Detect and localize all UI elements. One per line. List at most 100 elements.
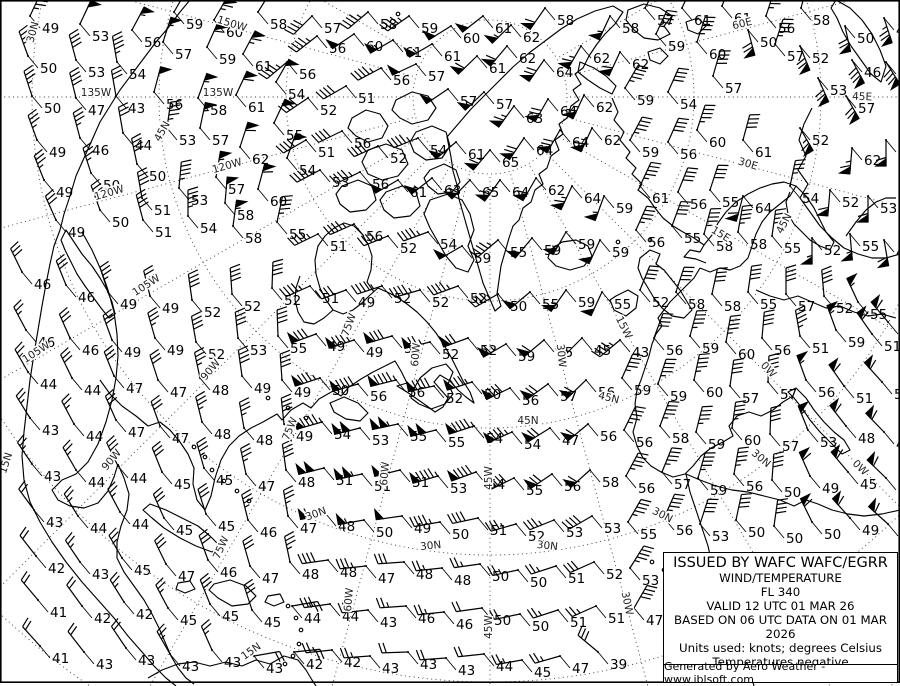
- barb-full: [785, 268, 797, 273]
- barb-full: [768, 352, 780, 357]
- temp-label: 50: [894, 387, 900, 403]
- station-wind-barb: 62: [239, 121, 269, 168]
- temp-leader: [113, 375, 125, 389]
- barb-half: [632, 513, 638, 517]
- temp-label: 47: [262, 571, 279, 587]
- barb-half: [241, 412, 247, 416]
- temp-leader: [817, 77, 829, 91]
- barb-full: [344, 647, 349, 658]
- barb-pennant: [331, 422, 343, 436]
- temp-label: 53: [604, 521, 621, 537]
- temp-leader: [450, 25, 462, 39]
- barb-full: [152, 357, 162, 364]
- temp-label: 49: [358, 295, 375, 311]
- temp-leader: [257, 188, 269, 202]
- temp-label: 52: [284, 293, 301, 309]
- station-wind-barb: 58: [703, 207, 733, 255]
- barb-full: [450, 422, 458, 432]
- barb-full: [816, 93, 826, 102]
- station-wind-barb: 60: [693, 353, 723, 401]
- barb-half: [151, 322, 157, 326]
- temp-leader: [625, 475, 637, 489]
- station-wind-barb: 52: [562, 560, 623, 583]
- barb-full: [196, 436, 206, 444]
- barb-full: [358, 143, 367, 152]
- barb-pennant: [291, 374, 304, 387]
- temp-leader: [887, 523, 899, 537]
- temp-leader: [377, 145, 389, 159]
- barb-half: [370, 284, 375, 290]
- barb-full: [279, 207, 291, 210]
- temp-label: 43: [92, 567, 109, 583]
- barb-pennant: [542, 247, 558, 256]
- temp-leader: [329, 603, 341, 617]
- station-wind-barb: 45: [108, 527, 151, 579]
- barb-half: [160, 634, 166, 640]
- barb-full: [871, 410, 878, 420]
- barb-full: [650, 161, 662, 165]
- barb-half: [538, 520, 543, 526]
- barb-full: [345, 16, 356, 24]
- temp-leader: [565, 231, 577, 245]
- temp-leader: [510, 24, 522, 38]
- temp-leader: [774, 43, 786, 57]
- barb-full: [770, 413, 781, 418]
- barb-half: [249, 41, 255, 44]
- barb-full: [674, 493, 686, 497]
- temp-label: 52: [836, 301, 853, 317]
- station-wind-barb: 60: [731, 400, 761, 449]
- barb-pennant: [512, 193, 528, 202]
- station-wind-barb: 61: [454, 15, 512, 37]
- barb-half: [535, 566, 540, 572]
- barb-full: [108, 396, 118, 405]
- barb-full: [339, 647, 345, 659]
- temp-leader: [580, 45, 592, 59]
- station-wind-barb: 49: [279, 349, 311, 401]
- station-wind-barb: 57: [199, 101, 229, 149]
- temp-leader: [31, 463, 43, 477]
- barb-pennant: [569, 144, 586, 153]
- temp-leader: [867, 195, 879, 209]
- temp-leader: [245, 473, 257, 487]
- temp-leader: [276, 221, 288, 235]
- barb-full: [763, 317, 774, 322]
- barb-full: [742, 204, 753, 207]
- station-wind-barb: 58: [737, 204, 767, 253]
- barb-full: [277, 314, 288, 320]
- barb-pennant: [799, 492, 812, 507]
- station-wind-barb: 59: [542, 231, 595, 256]
- temp-label: 49: [296, 429, 313, 445]
- barb-half: [727, 332, 733, 334]
- barb-full: [30, 116, 40, 125]
- temp-leader: [369, 655, 381, 669]
- barb-pennant: [386, 64, 401, 76]
- temp-leader: [211, 649, 223, 663]
- temp-leader: [735, 519, 747, 533]
- station-wind-barb: 57: [215, 150, 245, 198]
- barb-full: [272, 267, 283, 272]
- barb-full: [368, 232, 377, 242]
- temp-label: 59: [848, 335, 865, 351]
- barb-full: [795, 305, 806, 311]
- barb-full: [565, 429, 575, 436]
- temp-label: 57: [782, 439, 799, 455]
- barb-full: [459, 419, 467, 430]
- temp-leader: [623, 429, 635, 443]
- barb-full: [339, 22, 349, 30]
- barb-full: [66, 489, 74, 498]
- barb-full: [197, 482, 207, 490]
- station-wind-barb: 50: [838, 25, 874, 55]
- station-wind-barb: 49: [798, 446, 839, 497]
- barb-full: [478, 242, 489, 249]
- barb-full: [242, 534, 252, 542]
- barb-full: [100, 264, 111, 272]
- barb-full: [676, 121, 688, 125]
- barb-full: [785, 277, 797, 282]
- temp-leader: [305, 139, 317, 153]
- barb-full: [230, 276, 242, 282]
- barb-pennant: [293, 417, 306, 430]
- temp-leader: [257, 11, 269, 25]
- barb-full: [675, 125, 686, 129]
- temp-label: 61: [652, 191, 669, 207]
- barb-full: [584, 630, 590, 642]
